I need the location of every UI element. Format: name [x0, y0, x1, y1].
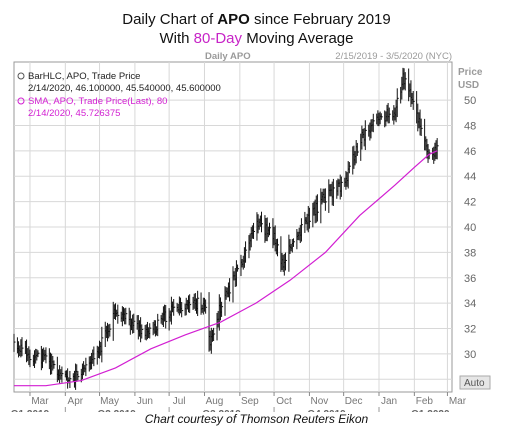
title-suffix: since February 2019	[249, 11, 391, 28]
title-ticker: APO	[217, 11, 250, 28]
date-range: 2/15/2019 - 3/5/2020 (NYC)	[335, 51, 452, 62]
title-line-1: Daily Chart of APO since February 2019	[0, 10, 513, 29]
x-month-label: Jan	[381, 396, 397, 407]
auto-scale-button[interactable]	[459, 375, 491, 390]
legend-bar-icon	[17, 72, 25, 80]
subtitle-prefix: With	[159, 30, 194, 47]
y-tick-label: 34	[464, 298, 476, 310]
x-axis: Mar Apr May Jun Jul Aug Sep Oct Nov Dec Jan Feb Mar Q…	[11, 392, 467, 412]
chart-caption: Chart courtesy of Thomson Reuters Eikon	[144, 412, 369, 426]
legend: BarHLC, APO, Trade Price 2/14/2020, 46.1…	[17, 71, 221, 119]
x-month-label: Mar	[449, 396, 467, 407]
y-tick-label: 42	[464, 197, 476, 209]
x-month-label: Jul	[173, 396, 186, 407]
subtitle-highlight: 80-Day	[193, 30, 243, 47]
watermark: Daily APO	[205, 51, 251, 62]
y-tick-label: 38	[464, 247, 476, 259]
y-tick-label: 48	[464, 120, 476, 132]
legend-bar-values: 2/14/2020, 46.100000, 45.540000, 45.6000…	[28, 83, 221, 94]
price-chart[interactable]: 283032343638404244464850 MarAprMayJunJul…	[0, 48, 513, 412]
x-month-label: Jun	[137, 396, 153, 407]
x-month-label: Dec	[345, 396, 363, 407]
y-axis-unit: USD	[458, 80, 479, 91]
x-month-label: May	[100, 396, 119, 407]
grid	[14, 62, 452, 392]
ohlc-bars	[13, 67, 439, 390]
y-axis: 283032343638404244464850	[464, 95, 476, 386]
x-month-label: Sep	[241, 396, 259, 407]
x-quarter-label: Q1 2020	[411, 409, 450, 412]
subtitle-suffix: Moving Average	[242, 30, 354, 47]
x-quarter-label: Q3 2019	[202, 409, 241, 412]
chart-title: Daily Chart of APO since February 2019 W…	[0, 10, 513, 48]
auto-scale-label: Auto	[464, 378, 485, 389]
x-month-label: Apr	[68, 396, 84, 407]
x-quarter-label: Q1 2019	[11, 409, 50, 412]
title-prefix: Daily Chart of	[122, 11, 218, 28]
legend-sma-values: 2/14/2020, 45.726375	[28, 108, 120, 119]
sma-line	[14, 150, 438, 387]
x-month-label: Feb	[416, 396, 434, 407]
y-tick-label: 46	[464, 146, 476, 158]
x-month-label: Aug	[206, 396, 224, 407]
y-tick-label: 32	[464, 324, 476, 336]
x-month-label: Mar	[31, 396, 49, 407]
x-month-label: Oct	[276, 396, 292, 407]
x-quarter-label: Q2 2019	[97, 409, 136, 412]
y-tick-label: 40	[464, 222, 476, 234]
y-tick-label: 36	[464, 273, 476, 285]
y-tick-label: 30	[464, 349, 476, 361]
legend-sma-title: SMA, APO, Trade Price(Last), 80	[28, 96, 167, 107]
legend-bar-title: BarHLC, APO, Trade Price	[28, 71, 140, 82]
y-tick-label: 50	[464, 95, 476, 107]
legend-sma-icon	[17, 97, 25, 105]
x-month-label: Nov	[311, 396, 329, 407]
title-line-2: With 80-Day Moving Average	[0, 29, 513, 48]
x-quarter-label: Q4 2019	[307, 409, 346, 412]
y-tick-label: 44	[464, 171, 476, 183]
y-axis-header: Price	[458, 67, 483, 78]
